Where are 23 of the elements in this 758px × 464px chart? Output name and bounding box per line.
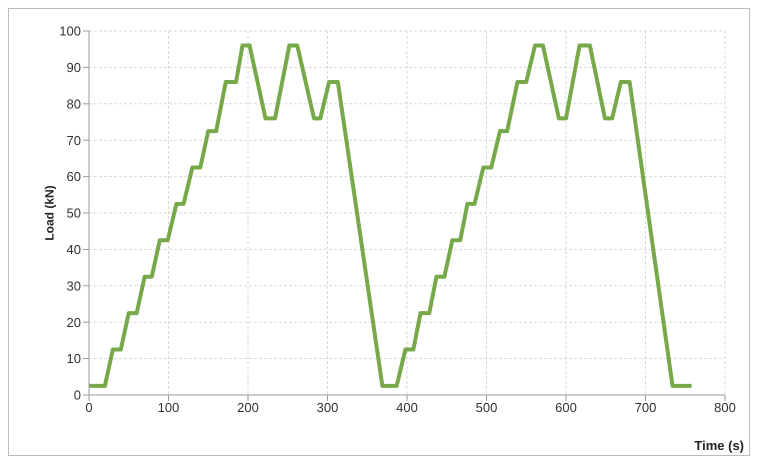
x-tick-label: 600 xyxy=(555,400,577,416)
y-tick-label: 60 xyxy=(66,169,81,184)
y-tick-label: 40 xyxy=(66,242,81,258)
y-tick-label: 0 xyxy=(74,388,81,403)
line-series xyxy=(89,44,694,388)
y-tick-label: 30 xyxy=(66,278,81,294)
x-tick-label: 500 xyxy=(476,400,498,416)
y-axis-title: Load (kN) xyxy=(42,185,56,241)
y-tick-label: 90 xyxy=(66,60,81,76)
y-tick-label: 20 xyxy=(66,314,81,330)
x-axis-title: Time (s) xyxy=(694,438,744,453)
y-tick-label: 100 xyxy=(59,24,81,39)
y-tick-label: 80 xyxy=(66,96,81,112)
x-tick-label: 200 xyxy=(237,400,259,416)
x-tick-label: 700 xyxy=(634,400,656,416)
x-tick-label: 0 xyxy=(85,400,93,416)
x-tick-label: 300 xyxy=(316,400,338,416)
x-tick-label: 400 xyxy=(396,400,418,416)
y-tick-label: 50 xyxy=(66,206,81,221)
y-tick-label: 70 xyxy=(66,132,81,148)
x-tick-label: 800 xyxy=(714,400,736,416)
x-tick-label: 100 xyxy=(158,400,180,416)
y-tick-label: 10 xyxy=(66,351,81,366)
